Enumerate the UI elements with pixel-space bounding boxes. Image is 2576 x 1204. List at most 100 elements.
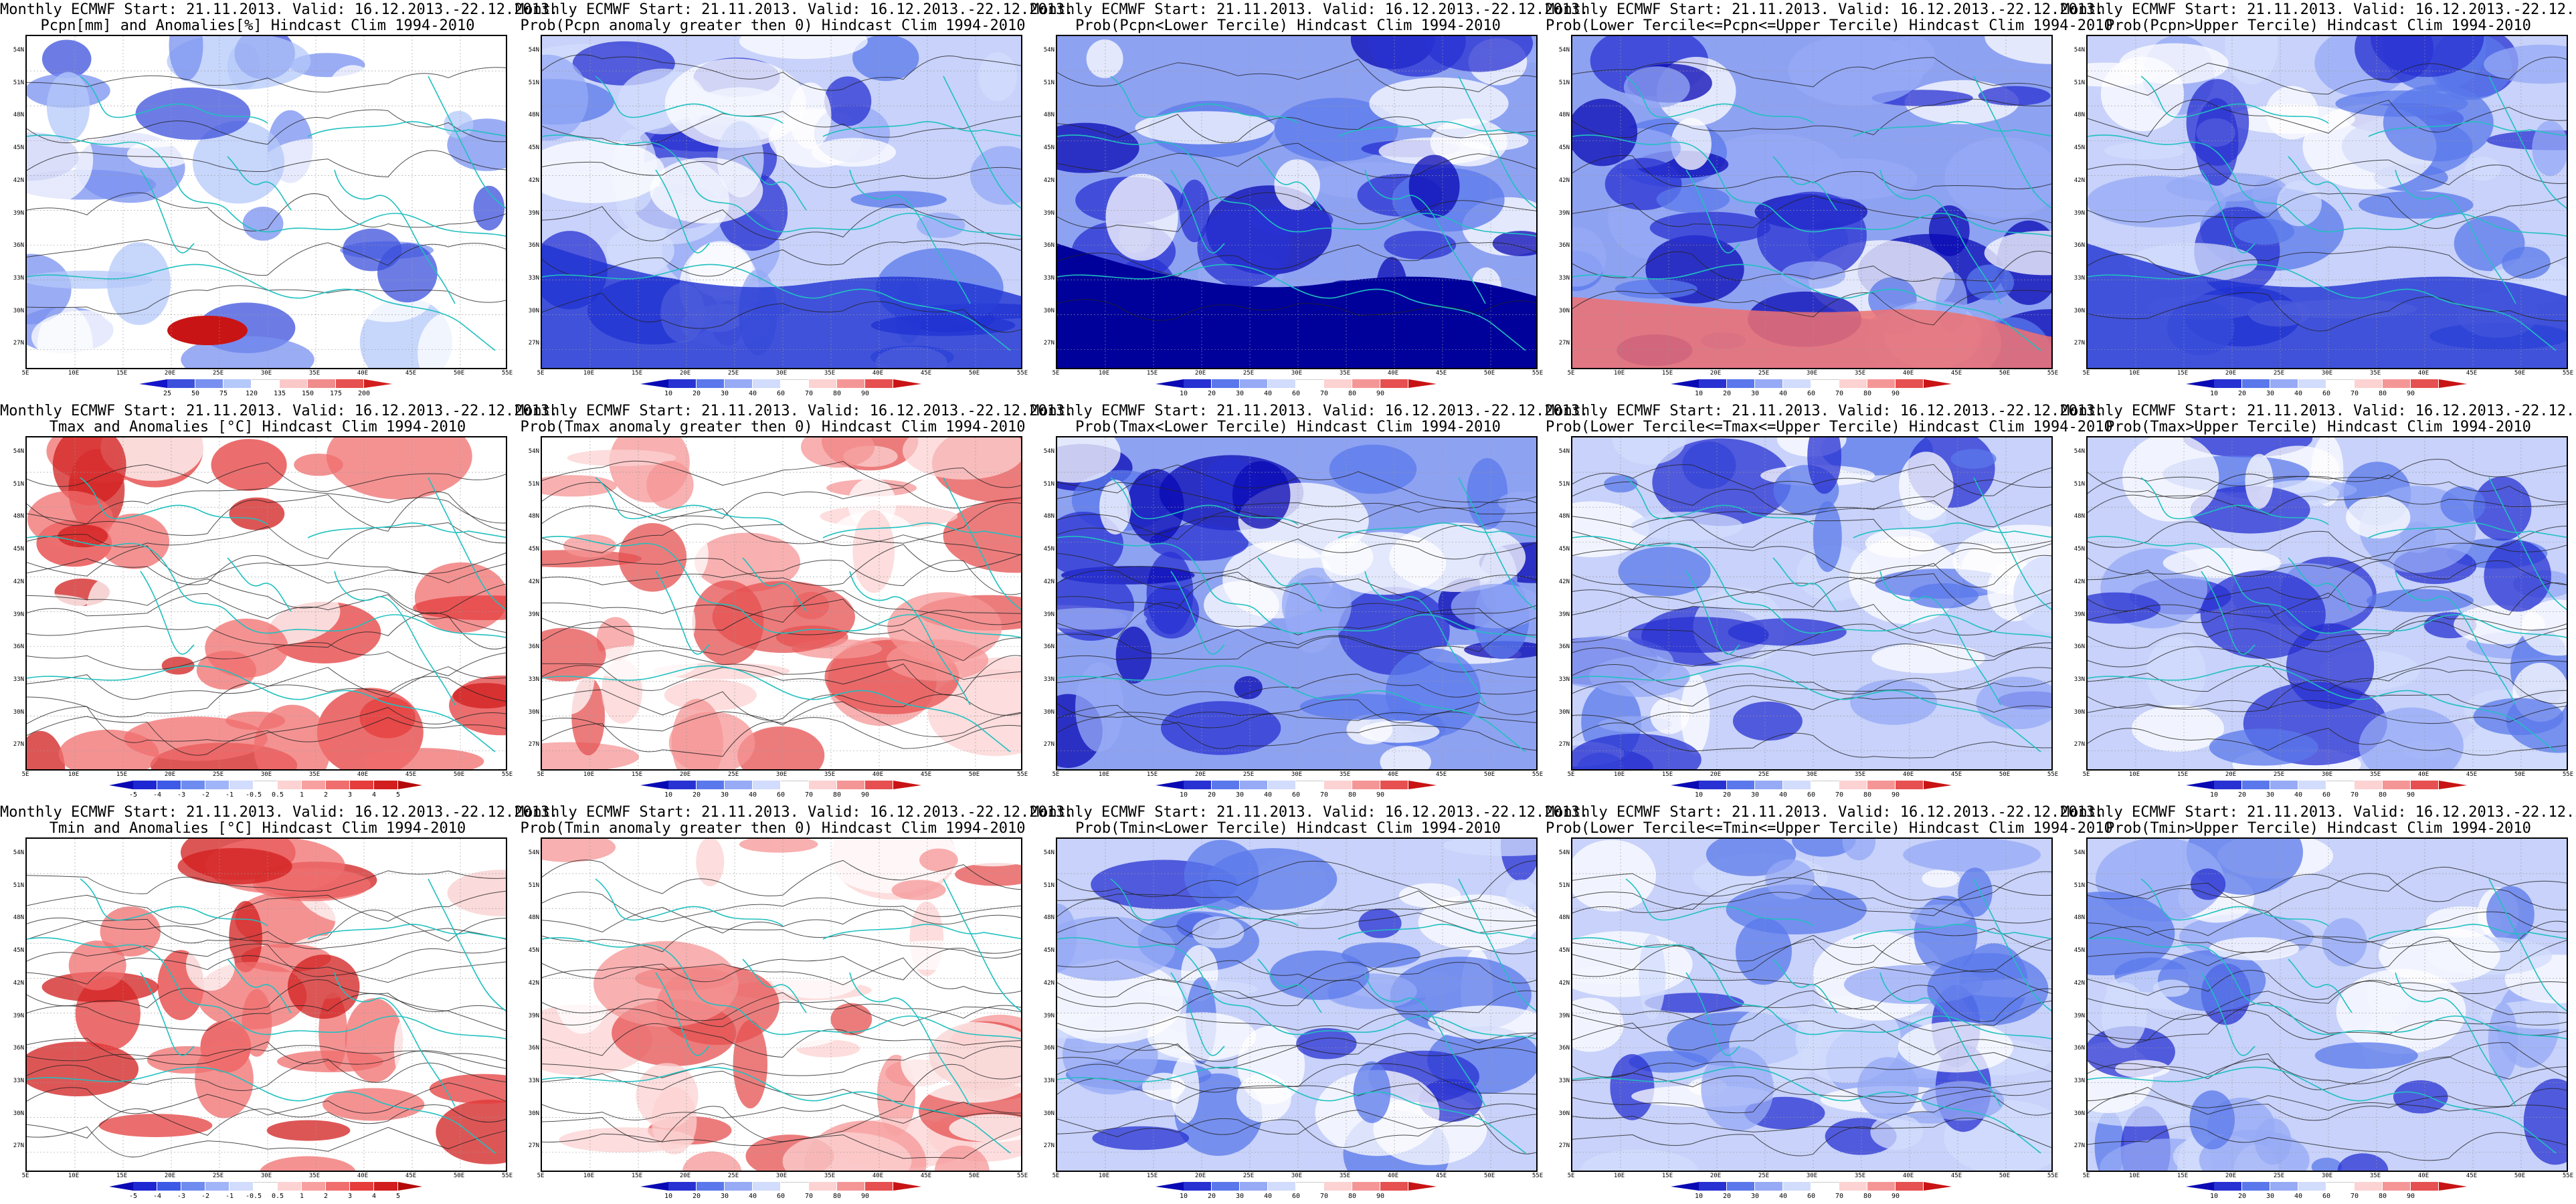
lat-label: 36N xyxy=(2074,643,2085,651)
contour-line xyxy=(2088,1126,2567,1161)
lat-label: 27N xyxy=(528,1142,539,1150)
coastline xyxy=(943,878,1021,1012)
lat-label: 30N xyxy=(2074,1110,2085,1117)
shaded-area xyxy=(955,863,1021,886)
coastline xyxy=(1625,76,1814,124)
shaded-area xyxy=(1424,36,1533,72)
contour-line xyxy=(542,203,1021,241)
shaded-area xyxy=(1389,522,1526,592)
lon-label: 50E xyxy=(1483,771,1495,778)
lon-label: 30E xyxy=(775,1173,788,1179)
lon-label: 55E xyxy=(2047,1173,2059,1179)
colorbar-label: 80 xyxy=(832,390,842,397)
colorbar xyxy=(1671,1182,1952,1191)
contour-line xyxy=(27,979,506,1013)
coastline xyxy=(2088,665,2557,752)
colorbar-label: 80 xyxy=(1348,791,1357,799)
colorbar-swatch xyxy=(1811,379,1839,388)
shaded-area xyxy=(2484,540,2551,612)
contour-line xyxy=(542,701,1021,737)
lat-label: 54N xyxy=(13,849,24,856)
lat-label: 33N xyxy=(13,275,24,282)
colorbar xyxy=(109,781,422,789)
lat-label: 36N xyxy=(2074,1045,2085,1052)
coastline xyxy=(227,156,292,211)
contour-line xyxy=(2088,920,2567,953)
coastline xyxy=(2088,536,2567,638)
colorbar-swatch xyxy=(1783,1182,1811,1191)
lon-label: 20E xyxy=(1710,1173,1722,1179)
colorbar xyxy=(1671,781,1952,789)
coastline xyxy=(307,522,506,538)
panel-title-line1: Monthly ECMWF Start: 21.11.2013. Valid: … xyxy=(515,403,1074,419)
shaded-area xyxy=(1358,908,1402,938)
colorbar-label: 25 xyxy=(163,390,172,397)
lat-label: 39N xyxy=(1043,1012,1054,1019)
shaded-area xyxy=(1057,243,1536,368)
coastline xyxy=(1057,536,1536,638)
lat-label: 30N xyxy=(1558,708,1570,716)
colorbar-label: 50 xyxy=(191,390,200,397)
lat-label: 45N xyxy=(528,144,539,152)
colorbar-swatch xyxy=(809,379,837,388)
lat-label: 51N xyxy=(1043,882,1054,889)
shaded-area xyxy=(2473,698,2564,735)
colorbar xyxy=(2186,1182,2467,1191)
contour-line xyxy=(27,192,506,231)
colorbar-label: 40 xyxy=(1263,390,1273,397)
contour-line xyxy=(27,910,506,944)
colorbar-swatch xyxy=(1268,379,1296,388)
coastline xyxy=(849,169,971,304)
coastline xyxy=(2088,937,2567,1039)
colorbar-swatch xyxy=(1380,379,1408,388)
lon-label: 35E xyxy=(1854,771,1866,778)
colorbar-swatch xyxy=(302,1182,326,1191)
shaded-area xyxy=(2314,1042,2418,1069)
shaded-area xyxy=(1105,173,1178,261)
shaded-area xyxy=(1680,674,1710,755)
shaded-area xyxy=(46,72,90,142)
contour-line xyxy=(1572,877,2051,916)
colorbar-swatch xyxy=(2242,379,2270,388)
colorbar-swatch xyxy=(167,379,195,388)
shaded-area xyxy=(542,627,606,682)
shaded-area xyxy=(2502,246,2551,279)
shaded-area xyxy=(100,437,204,481)
coastline xyxy=(2395,169,2516,304)
lat-label: 33N xyxy=(528,1078,539,1085)
coastline xyxy=(849,571,971,706)
contour-line xyxy=(1057,979,1536,1013)
lat-label: 33N xyxy=(1043,676,1054,684)
shaded-area xyxy=(1572,733,1701,769)
lon-label: 40E xyxy=(357,370,369,377)
lat-label: 30N xyxy=(2074,307,2085,314)
lat-label: 39N xyxy=(13,611,24,618)
colorbar-swatch xyxy=(1699,1182,1727,1191)
contour-line xyxy=(1057,716,1536,751)
contour-line xyxy=(542,599,1021,631)
map-svg xyxy=(2088,437,2567,769)
lat-label: 51N xyxy=(528,79,539,86)
lat-label: 42N xyxy=(1043,177,1054,184)
lon-label: 15E xyxy=(631,1173,643,1179)
coastline xyxy=(2201,571,2256,655)
lon-label: 50E xyxy=(453,1173,465,1179)
lat-label: 30N xyxy=(1558,307,1570,314)
coastline xyxy=(542,134,1021,237)
contour-line xyxy=(1572,1051,2051,1078)
panel-title-line1: Monthly ECMWF Start: 21.11.2013. Valid: … xyxy=(0,804,559,821)
colorbar-label: 3 xyxy=(347,1193,353,1200)
lat-label: 48N xyxy=(528,112,539,119)
shaded-area xyxy=(408,1011,479,1084)
colorbar-swatch xyxy=(1839,781,1867,789)
lat-label: 54N xyxy=(2074,47,2085,54)
coastline xyxy=(655,972,710,1056)
colorbar-swatch xyxy=(1867,379,1896,388)
lon-label: 25E xyxy=(1243,370,1255,377)
colorbar-label: 10 xyxy=(664,1193,673,1200)
contour-line xyxy=(27,239,506,276)
lon-label: 20E xyxy=(164,370,176,377)
lon-label: 30E xyxy=(1291,771,1303,778)
lon-label: 55E xyxy=(2562,771,2574,778)
shaded-area xyxy=(727,860,821,892)
